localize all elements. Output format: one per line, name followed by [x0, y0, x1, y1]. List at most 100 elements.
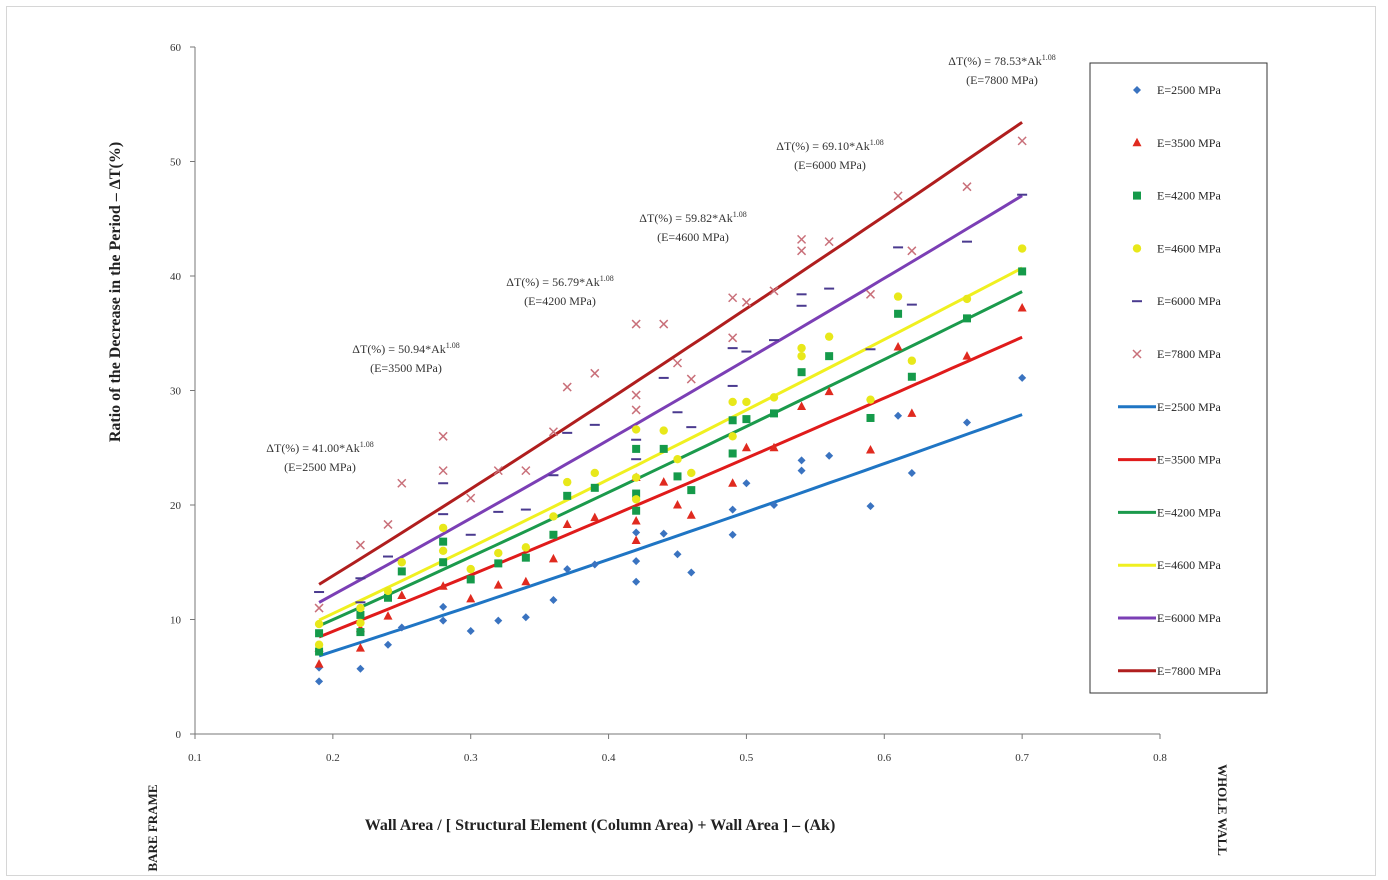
data-point: [521, 553, 530, 562]
data-point: [797, 401, 807, 411]
fit-line: [318, 121, 1023, 586]
data-point: [728, 432, 737, 441]
data-point: [907, 468, 916, 477]
data-point: [356, 618, 365, 628]
legend-label: E=2500 MPa: [1157, 83, 1221, 97]
data-point: [797, 234, 807, 244]
legend-label: E=3500 MPa: [1157, 136, 1221, 150]
y-tick-label: 50: [170, 157, 182, 169]
data-point: [466, 626, 475, 635]
data-point: [315, 647, 324, 656]
data-point: [659, 444, 668, 453]
data-point: [687, 468, 696, 478]
data-point: [494, 548, 503, 558]
legend-label: E=4200 MPa: [1157, 505, 1221, 519]
legend-marker-swatch: [1133, 191, 1141, 200]
legend-box: [1089, 62, 1268, 694]
data-point: [549, 596, 558, 605]
data-point: [548, 427, 558, 437]
data-point: [438, 546, 448, 555]
data-point: [563, 565, 572, 574]
equation-label: ΔT(%) = 69.10*Ak1.08: [776, 138, 883, 153]
equation-exponent: 1.08: [600, 274, 614, 283]
equation-label: ΔT(%) = 50.94*Ak1.08: [352, 341, 459, 356]
data-point: [769, 442, 779, 452]
data-point: [632, 489, 641, 498]
data-point: [742, 397, 751, 407]
data-point: [741, 297, 751, 307]
data-point: [687, 568, 696, 577]
x-tick-label: 0.2: [326, 752, 340, 764]
data-point: [741, 442, 751, 452]
data-point: [686, 374, 696, 384]
equation-modulus-label: (E=6000 MPa): [794, 158, 866, 172]
data-point: [631, 405, 641, 415]
equation-label: ΔT(%) = 56.79*Ak1.08: [506, 274, 613, 289]
data-point: [438, 431, 448, 441]
legend-label: E=4600 MPa: [1157, 241, 1221, 255]
data-point: [521, 576, 531, 586]
data-point: [728, 397, 737, 407]
data-point: [383, 519, 393, 529]
data-point: [659, 426, 668, 435]
axes: [194, 47, 1160, 735]
data-point: [438, 466, 448, 476]
data-point: [893, 292, 903, 301]
data-point: [728, 293, 738, 303]
data-point: [383, 611, 393, 620]
data-point: [631, 516, 641, 525]
data-point: [549, 512, 558, 521]
data-point: [590, 368, 600, 378]
y-tick-label: 0: [176, 729, 182, 741]
data-point: [769, 393, 779, 402]
data-point: [893, 341, 903, 351]
data-point: [866, 445, 875, 454]
equation-annotations: ΔT(%) = 41.00*Ak1.08 (E=2500 MPa) ΔT(%) = …: [266, 53, 1055, 474]
data-point: [521, 466, 531, 476]
data-point: [907, 356, 917, 365]
data-point: [866, 502, 875, 511]
data-point: [590, 468, 599, 478]
data-point: [673, 455, 682, 464]
data-point: [439, 558, 448, 567]
legend-label: E=6000 MPa: [1157, 611, 1221, 625]
data-point: [659, 529, 668, 538]
equation-modulus-label: (E=3500 MPa): [370, 361, 442, 375]
legend-marker-swatch: [1132, 349, 1142, 359]
data-point: [439, 616, 448, 625]
equation-exponent: 1.08: [733, 210, 747, 219]
data-point: [383, 586, 393, 596]
legend-label: E=2500 MPa: [1157, 400, 1221, 414]
data-point: [963, 314, 971, 323]
x-tick-label: 0.7: [1015, 752, 1029, 764]
x-tick-label: 0.4: [602, 752, 616, 764]
equation-exponent: 1.08: [446, 341, 460, 350]
equation-modulus-label: (E=4600 MPa): [657, 230, 729, 244]
data-point: [314, 640, 324, 649]
data-point: [866, 395, 875, 404]
data-point: [466, 575, 475, 584]
x-tick-label: 0.5: [740, 752, 754, 764]
data-point: [797, 368, 806, 377]
data-point: [632, 557, 641, 566]
legend-marker-swatch: [1133, 86, 1141, 94]
data-point: [686, 510, 696, 519]
x-axis-title: Wall Area / [ Structural Element (Column…: [365, 817, 836, 834]
data-point: [314, 659, 324, 668]
legend-label: E=7800 MPa: [1157, 347, 1221, 361]
data-point: [728, 449, 737, 458]
y-tick-label: 30: [170, 386, 182, 398]
data-point: [962, 294, 972, 304]
data-point: [590, 560, 599, 569]
data-point: [907, 408, 917, 417]
data-point: [632, 528, 641, 537]
legend-label: E=4600 MPa: [1157, 558, 1221, 572]
data-point: [866, 413, 875, 422]
data-point: [631, 535, 641, 544]
fit-line: [318, 194, 1023, 604]
data-point: [397, 478, 407, 488]
data-point: [549, 530, 558, 539]
legend-label: E=3500 MPa: [1157, 453, 1221, 467]
data-point: [728, 530, 737, 539]
